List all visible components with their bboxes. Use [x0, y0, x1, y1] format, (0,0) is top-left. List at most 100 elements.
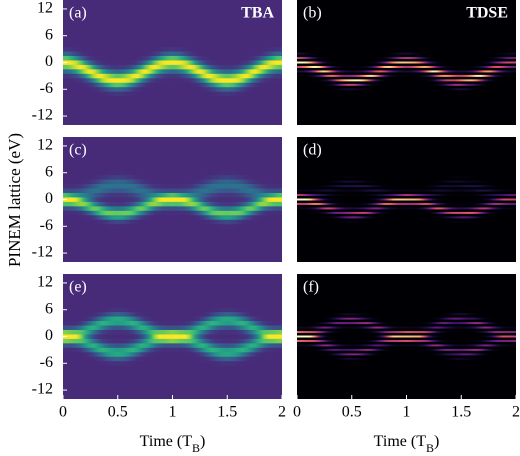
y-tick-label: -6: [40, 80, 53, 97]
heatmap-row: [297, 140, 516, 143]
heatmap-row: [297, 74, 516, 77]
heatmap-row: [63, 302, 282, 308]
panel-label: (f): [303, 279, 319, 296]
heatmap-row: [297, 238, 516, 241]
heatmap-row: [297, 12, 516, 15]
x-axis-label-part: ): [434, 433, 439, 450]
heatmap-row: [63, 334, 282, 339]
y-tick-label: -6: [40, 217, 53, 234]
heatmap-row: [63, 148, 282, 153]
x-tick-label: 0.5: [342, 404, 362, 421]
heatmap-row: [63, 192, 282, 198]
heatmap-row: [297, 308, 516, 311]
heatmap-row: [63, 64, 282, 70]
heatmap-row: [297, 335, 516, 338]
heatmap-row: [297, 106, 516, 109]
heatmap: [63, 274, 282, 399]
heatmap-row: [297, 225, 516, 228]
y-axis-label: PINEM lattice (eV): [5, 133, 24, 267]
y-tick-label: 0: [45, 53, 53, 70]
heatmap-row: [297, 371, 516, 374]
y-tick-label: 6: [45, 300, 53, 317]
x-tick-label: 0: [59, 404, 67, 421]
heatmap-row: [63, 206, 282, 211]
heatmap-row: [63, 289, 282, 295]
heatmap-row: [63, 250, 282, 256]
heatmap-row: [297, 189, 516, 192]
heatmap-row: [297, 7, 516, 10]
heatmap-row: [297, 97, 516, 100]
heatmap-row: [63, 338, 282, 344]
heatmap-row: [297, 344, 516, 347]
heatmap-row: [63, 33, 282, 39]
heatmap-row: [297, 393, 516, 396]
x-axis-label: Time (TB): [374, 433, 440, 455]
heatmap-row: [63, 374, 282, 380]
x-axis-label-part: Time (T: [374, 433, 427, 450]
heatmap-row: [297, 353, 516, 356]
heatmap-row: [63, 174, 282, 180]
x-axis-label-part: ): [200, 433, 205, 450]
x-tick-label: 2: [512, 404, 520, 421]
heatmap-row: [63, 274, 282, 277]
heatmap-row: [63, 91, 282, 97]
heatmap-row: [297, 3, 516, 6]
heatmap-row: [63, 122, 282, 125]
y-tick-label: -12: [32, 381, 53, 398]
x-tick-label: 2: [278, 404, 286, 421]
heatmap-row: [63, 118, 282, 123]
y-tick-label: 0: [45, 190, 53, 207]
heatmap-row: [63, 343, 282, 348]
heatmap-row: [297, 220, 516, 223]
heatmap-row: [63, 197, 282, 202]
heatmap-row: [63, 351, 282, 357]
heatmap-row: [63, 307, 282, 313]
heatmap-row: [297, 162, 516, 165]
heatmap-row: [63, 77, 282, 83]
heatmap-row: [297, 362, 516, 365]
heatmap-row: [63, 320, 282, 326]
heatmap-row: [63, 15, 282, 21]
heatmap-row: [63, 19, 282, 25]
heatmap-row: [63, 0, 282, 3]
heatmap: [63, 0, 282, 125]
heatmap-row: [297, 88, 516, 91]
heatmap-row: [297, 176, 516, 179]
heatmap-row: [297, 101, 516, 104]
heatmap: [297, 274, 516, 399]
heatmap-row: [63, 201, 282, 207]
heatmap-row: [297, 30, 516, 33]
x-axis-label-subscript: B: [426, 441, 434, 455]
heatmap-row: [63, 104, 282, 110]
heatmap-row: [297, 247, 516, 250]
heatmap-row: [297, 375, 516, 378]
heatmap-row: [63, 280, 282, 286]
heatmap-row: [63, 109, 282, 114]
panel-title: TDSE: [466, 5, 508, 22]
heatmap-row: [297, 286, 516, 289]
heatmap-row: [297, 277, 516, 280]
y-tick-label: 0: [45, 327, 53, 344]
heatmap-row: [297, 317, 516, 320]
heatmap-row: [297, 299, 516, 302]
heatmap-row: [63, 152, 282, 158]
heatmap-row: [297, 115, 516, 118]
heatmap-row: [63, 6, 282, 12]
x-tick-label: 1.5: [217, 404, 237, 421]
heatmap-row: [63, 285, 282, 290]
heatmap-row: [63, 210, 282, 216]
heatmap-row: [63, 2, 282, 7]
heatmap: [297, 137, 516, 262]
heatmap-row: [63, 316, 282, 322]
heatmap-row: [63, 329, 282, 335]
heatmap-row: [63, 51, 282, 56]
heatmap-row: [297, 229, 516, 232]
heatmap-row: [297, 295, 516, 298]
heatmap-row: [63, 11, 282, 16]
heatmap-row: [297, 290, 516, 293]
heatmap-row: [297, 389, 516, 392]
heatmap-row: [297, 149, 516, 152]
heatmap-row: [297, 339, 516, 342]
heatmap-row: [297, 119, 516, 122]
